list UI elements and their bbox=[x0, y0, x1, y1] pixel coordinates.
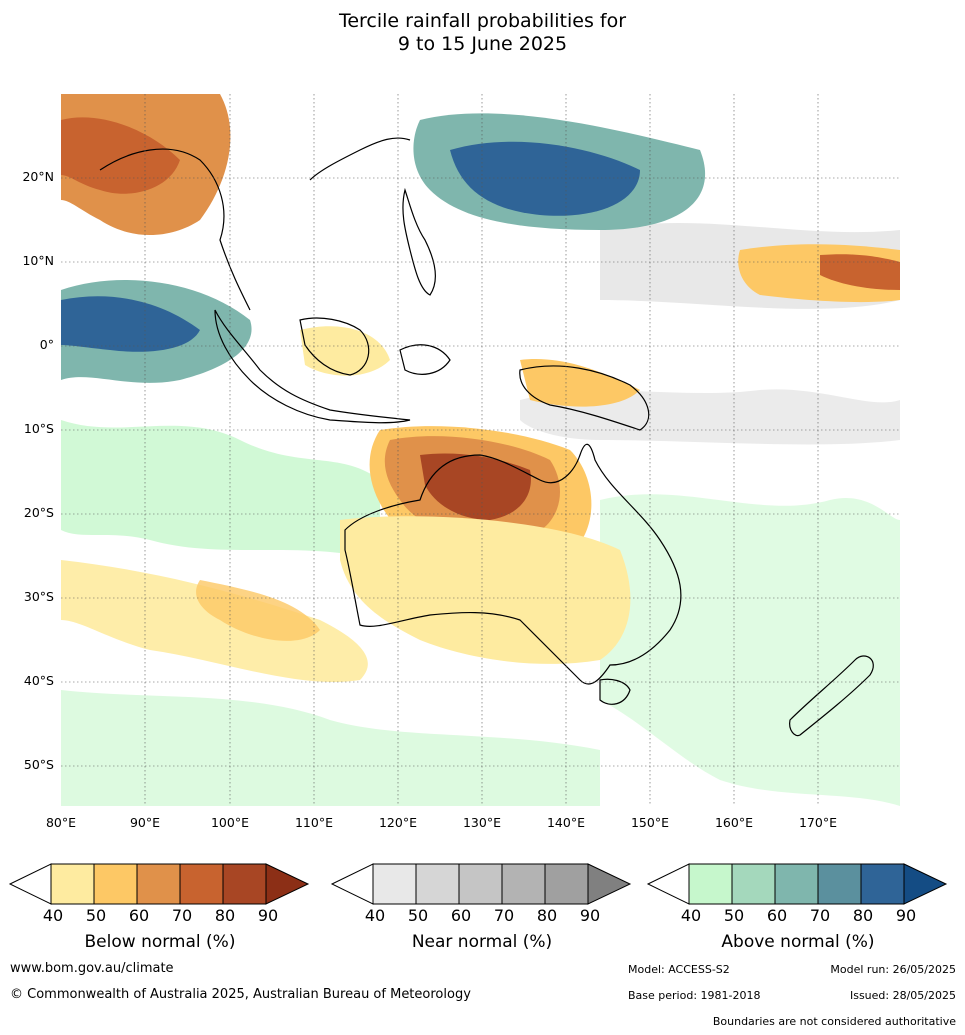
lon-label-110e: 110°E bbox=[294, 815, 333, 830]
lon-label-120e: 120°E bbox=[378, 815, 417, 830]
below-colorbar-bin-50-60 bbox=[93, 863, 138, 905]
near-colorbar-high-extend bbox=[587, 863, 632, 905]
lon-label-140e: 140°E bbox=[546, 815, 585, 830]
lat-label-10n: 10°N bbox=[22, 253, 54, 268]
above-normal-title: Above normal (%) bbox=[721, 932, 875, 952]
above-tick-80: 80 bbox=[852, 906, 874, 925]
above-tick-40: 40 bbox=[680, 906, 702, 925]
near-colorbar-bin-70-80 bbox=[501, 863, 546, 905]
below-colorbar-bin-80-90 bbox=[222, 863, 267, 905]
base-period: Base period: 1981-2018 bbox=[628, 989, 761, 1002]
near-normal-colorbar bbox=[330, 863, 632, 905]
near-tick-50: 50 bbox=[407, 906, 429, 925]
lat-label-20s: 20°S bbox=[23, 505, 54, 520]
below-tick-90: 90 bbox=[257, 906, 279, 925]
graticule bbox=[61, 94, 900, 806]
website-link[interactable]: www.bom.gov.au/climate bbox=[10, 961, 174, 976]
below-tick-40: 40 bbox=[42, 906, 64, 925]
near-colorbar-bin-40-50 bbox=[372, 863, 417, 905]
below-colorbar-bin-60-70 bbox=[136, 863, 181, 905]
near-tick-40: 40 bbox=[364, 906, 386, 925]
issued-date: Issued: 28/05/2025 bbox=[849, 989, 956, 1002]
above-tick-50: 50 bbox=[723, 906, 745, 925]
below-tick-60: 60 bbox=[128, 906, 150, 925]
above-colorbar-bin-60-70 bbox=[774, 863, 819, 905]
below-colorbar-low-extend bbox=[8, 863, 52, 905]
below-normal-title: Below normal (%) bbox=[84, 932, 236, 952]
rainfall-probability-map bbox=[61, 94, 900, 806]
below-colorbar-bin-70-80 bbox=[179, 863, 224, 905]
lon-label-160e: 160°E bbox=[714, 815, 753, 830]
below-colorbar-high-extend bbox=[265, 863, 310, 905]
above-colorbar-high-extend bbox=[903, 863, 948, 905]
above-colorbar-bin-40-50 bbox=[688, 863, 733, 905]
lat-label-30s: 30°S bbox=[23, 589, 54, 604]
lon-label-170e: 170°E bbox=[798, 815, 837, 830]
copyright-text: © Commonwealth of Australia 2025, Austra… bbox=[10, 987, 471, 1002]
above-colorbar-bin-70-80 bbox=[817, 863, 862, 905]
above-normal-colorbar bbox=[646, 863, 948, 905]
near-tick-60: 60 bbox=[450, 906, 472, 925]
model-run-date: Model run: 26/05/2025 bbox=[830, 963, 956, 976]
near-tick-70: 70 bbox=[493, 906, 515, 925]
near-colorbar-bin-80-90 bbox=[544, 863, 589, 905]
near-tick-80: 80 bbox=[536, 906, 558, 925]
below-tick-70: 70 bbox=[171, 906, 193, 925]
probability-field bbox=[61, 94, 900, 806]
below-tick-50: 50 bbox=[85, 906, 107, 925]
lat-label-10s: 10°S bbox=[23, 421, 54, 436]
boundary-disclaimer: Boundaries are not considered authoritat… bbox=[712, 1015, 956, 1028]
lon-label-100e: 100°E bbox=[210, 815, 249, 830]
above-tick-60: 60 bbox=[766, 906, 788, 925]
near-tick-90: 90 bbox=[579, 906, 601, 925]
model-name: Model: ACCESS-S2 bbox=[628, 963, 730, 976]
below-tick-80: 80 bbox=[214, 906, 236, 925]
near-colorbar-low-extend bbox=[330, 863, 374, 905]
lat-label-20n: 20°N bbox=[22, 169, 54, 184]
above-colorbar-low-extend bbox=[646, 863, 690, 905]
map-title-line1: Tercile rainfall probabilities for bbox=[338, 10, 627, 32]
above-colorbar-bin-50-60 bbox=[731, 863, 776, 905]
map-title-line2: 9 to 15 June 2025 bbox=[397, 33, 568, 55]
below-normal-colorbar bbox=[8, 863, 310, 905]
map-title: Tercile rainfall probabilities for 9 to … bbox=[0, 10, 965, 56]
lat-label-0: 0° bbox=[39, 337, 54, 352]
above-tick-90: 90 bbox=[895, 906, 917, 925]
above-tick-70: 70 bbox=[809, 906, 831, 925]
lat-label-40s: 40°S bbox=[23, 673, 54, 688]
lat-label-50s: 50°S bbox=[23, 757, 54, 772]
lon-label-130e: 130°E bbox=[462, 815, 501, 830]
lon-label-150e: 150°E bbox=[630, 815, 669, 830]
near-colorbar-bin-50-60 bbox=[415, 863, 460, 905]
near-normal-title: Near normal (%) bbox=[411, 932, 553, 952]
lon-label-90e: 90°E bbox=[129, 815, 161, 830]
below-colorbar-bin-40-50 bbox=[50, 863, 95, 905]
above-colorbar-bin-80-90 bbox=[860, 863, 905, 905]
near-colorbar-bin-60-70 bbox=[458, 863, 503, 905]
lon-label-80e: 80°E bbox=[45, 815, 77, 830]
